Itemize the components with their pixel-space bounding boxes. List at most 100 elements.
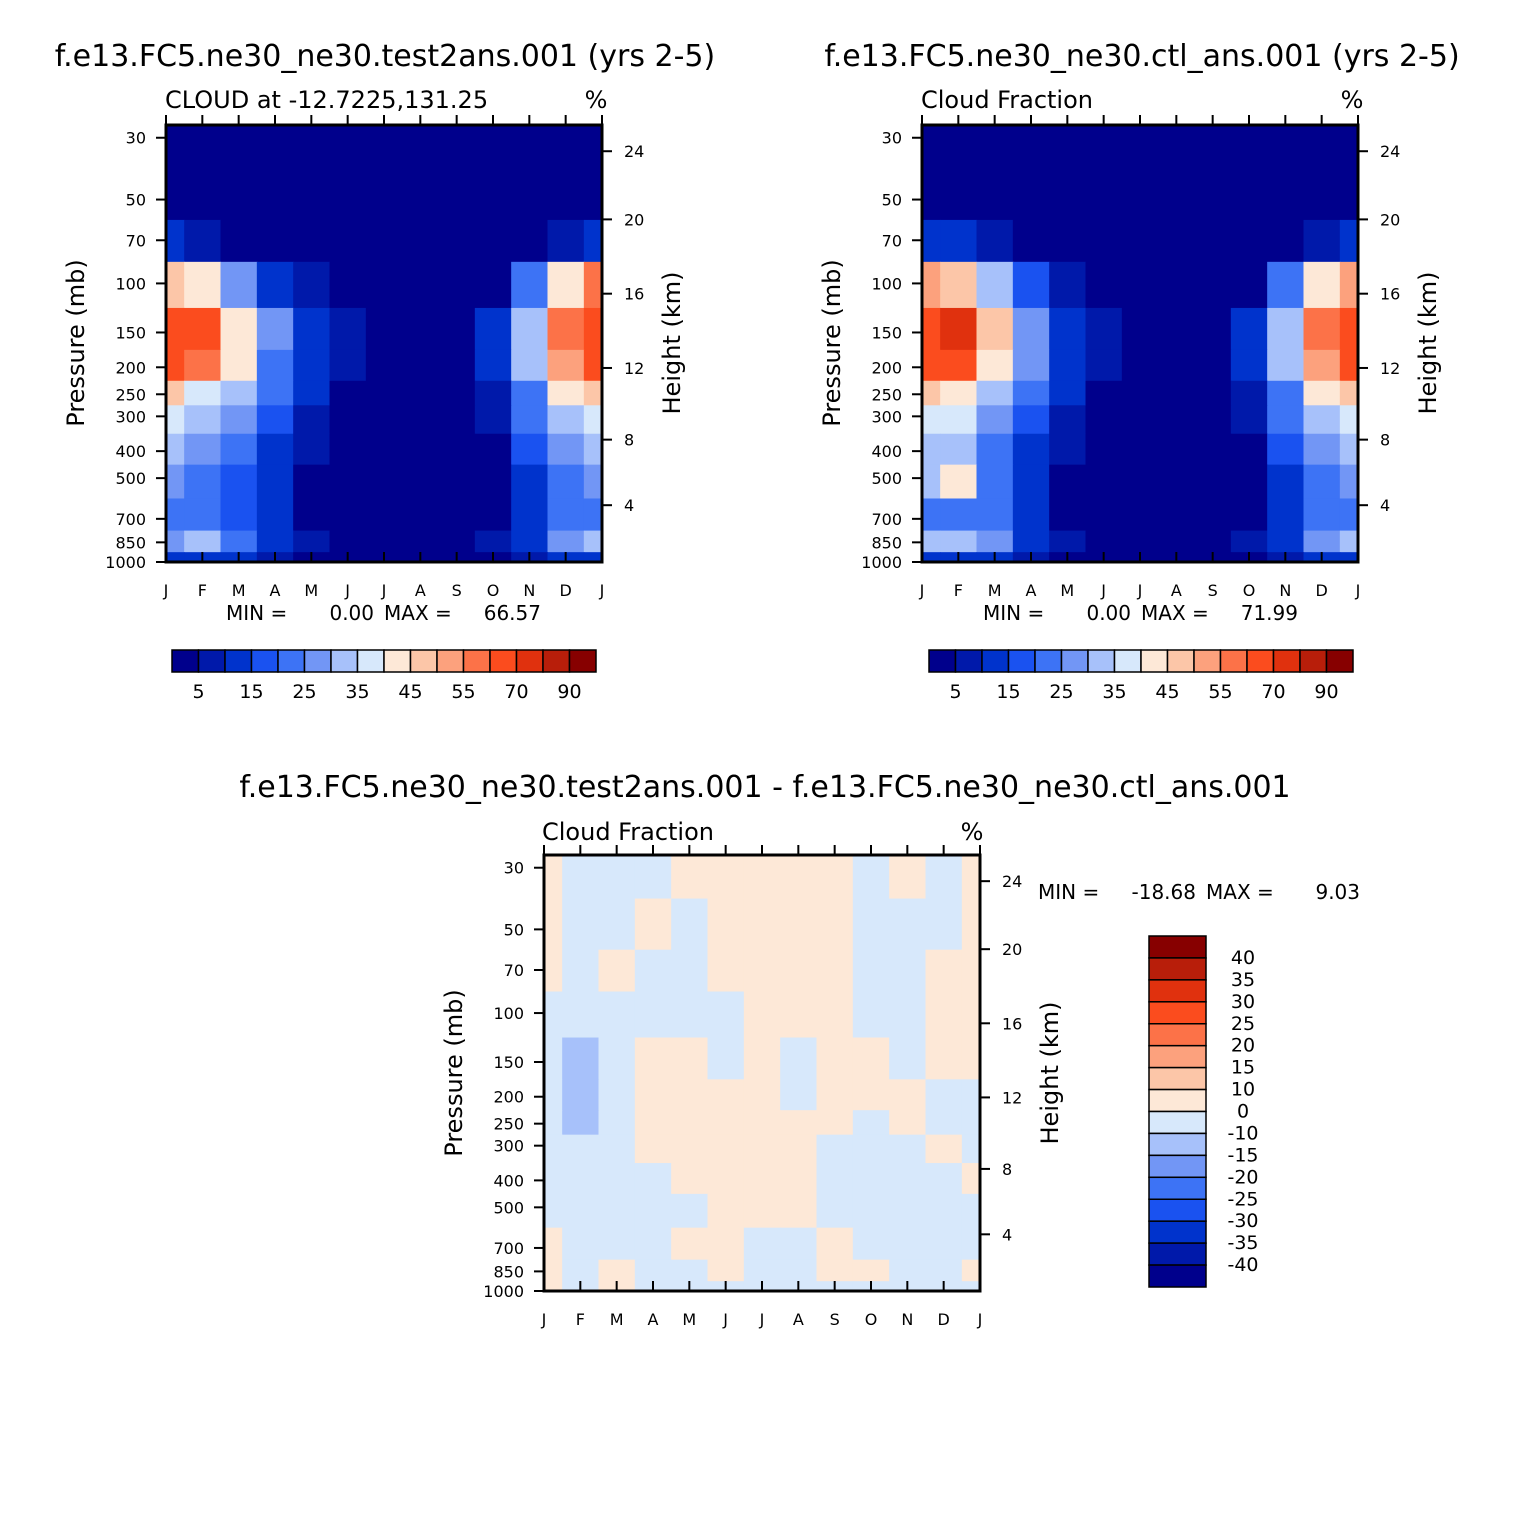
max-label: MAX = <box>1141 601 1209 625</box>
colorbar-swatch <box>1299 649 1328 673</box>
contour-cell <box>547 498 585 532</box>
contour-cell <box>184 307 222 351</box>
contour-cell <box>293 219 331 263</box>
contour-cell <box>634 1163 672 1195</box>
colorbar-swatch <box>1148 935 1207 959</box>
contour-cell <box>780 1259 818 1282</box>
contour-cell <box>671 1079 709 1111</box>
contour-cell <box>925 855 963 900</box>
panel-title: f.e13.FC5.ne30_ne30.test2ans.001 (yrs 2-… <box>55 39 715 74</box>
min-value: -18.68 <box>1132 880 1196 904</box>
contour-cell <box>922 261 941 309</box>
contour-cell <box>583 405 603 435</box>
contour-cell <box>583 349 603 382</box>
contour-cell <box>598 991 636 1039</box>
contour-cell <box>220 405 258 435</box>
contour-cell <box>940 125 978 170</box>
contour-cell <box>780 1037 818 1080</box>
contour-cell <box>166 125 185 170</box>
x-tick-label: J <box>1100 581 1106 600</box>
contour-cell <box>1194 307 1232 351</box>
y-axis-label: Pressure (mb) <box>818 259 846 426</box>
contour-cell <box>329 405 367 435</box>
contour-cell <box>1194 530 1232 553</box>
y-axis-label: Pressure (mb) <box>440 989 468 1156</box>
contour-cell <box>166 261 185 309</box>
contour-cell <box>511 380 549 406</box>
panel-title: f.e13.FC5.ne30_ne30.test2ans.001 - f.e13… <box>239 770 1290 805</box>
colorbar-swatch <box>1148 1044 1207 1069</box>
colorbar-swatch <box>277 649 306 673</box>
contour-cell <box>583 380 603 406</box>
contour-cell <box>293 380 331 406</box>
y-tick-label: 850 <box>493 1262 524 1281</box>
contour-cell <box>184 464 222 500</box>
contour-cell <box>707 1259 745 1282</box>
contour-cell <box>438 380 476 406</box>
contour-cell <box>166 307 185 351</box>
colorbar-swatch <box>1148 1132 1207 1157</box>
contour-cell <box>256 261 294 309</box>
colorbar-label: 45 <box>398 681 422 703</box>
contour-cell <box>166 168 185 221</box>
contour-cell <box>511 433 549 466</box>
contour-cell <box>976 261 1014 309</box>
colorbar-label: -15 <box>1227 1144 1258 1166</box>
contour-cell <box>598 1079 636 1111</box>
contour-cell <box>166 498 185 532</box>
contour-cell <box>1230 349 1268 382</box>
contour-cell <box>598 1259 636 1282</box>
contour-cell <box>743 1259 781 1282</box>
y2-tick-label: 16 <box>624 285 644 304</box>
contour-cell <box>925 1134 963 1164</box>
contour-cell <box>634 1079 672 1111</box>
colorbar-swatch <box>436 649 465 673</box>
contour-cell <box>166 349 185 382</box>
contour-cell <box>438 464 476 500</box>
contour-cell <box>889 1079 927 1111</box>
contour-cell <box>852 949 890 993</box>
x-tick-label: J <box>759 1310 765 1329</box>
contour-cell <box>184 349 222 382</box>
y-tick-label: 50 <box>882 191 902 210</box>
contour-cell <box>707 1193 745 1229</box>
contour-cell <box>365 498 403 532</box>
colorbar-swatch <box>1140 649 1169 673</box>
contour-cell <box>1303 219 1341 263</box>
contour-cell <box>438 168 476 221</box>
contour-cell <box>562 1134 600 1164</box>
contour-cell <box>922 349 941 382</box>
contour-cell <box>402 261 440 309</box>
contour-cell <box>671 1110 709 1136</box>
contour-cell <box>922 464 941 500</box>
contour-cell <box>925 1079 963 1111</box>
contour-cell <box>743 1110 781 1136</box>
contour-cell <box>743 898 781 951</box>
contour-cell <box>402 219 440 263</box>
colorbar-swatch <box>303 649 332 673</box>
contour-cell <box>474 464 512 500</box>
contour-cell <box>671 1193 709 1229</box>
contour-cell <box>852 1110 890 1136</box>
contour-cell <box>583 261 603 309</box>
contour-cell <box>634 1227 672 1261</box>
contour-cell <box>544 898 563 951</box>
contour-cell <box>474 530 512 553</box>
colorbar-label: 55 <box>1208 681 1232 703</box>
contour-cell <box>544 949 563 993</box>
contour-cell <box>511 464 549 500</box>
colorbar-swatch <box>1219 649 1248 673</box>
contour-cell <box>780 855 818 900</box>
contour-cell <box>1049 307 1087 351</box>
contour-cell <box>922 219 941 263</box>
contour-cell <box>184 380 222 406</box>
contour-cell <box>583 552 603 563</box>
contour-cell <box>1049 219 1087 263</box>
contour-cell <box>438 433 476 466</box>
contour-cell <box>547 125 585 170</box>
contour-cell <box>1049 405 1087 435</box>
colorbar-swatch <box>1148 1001 1207 1025</box>
contour-field <box>922 125 1359 563</box>
contour-cell <box>634 1037 672 1080</box>
